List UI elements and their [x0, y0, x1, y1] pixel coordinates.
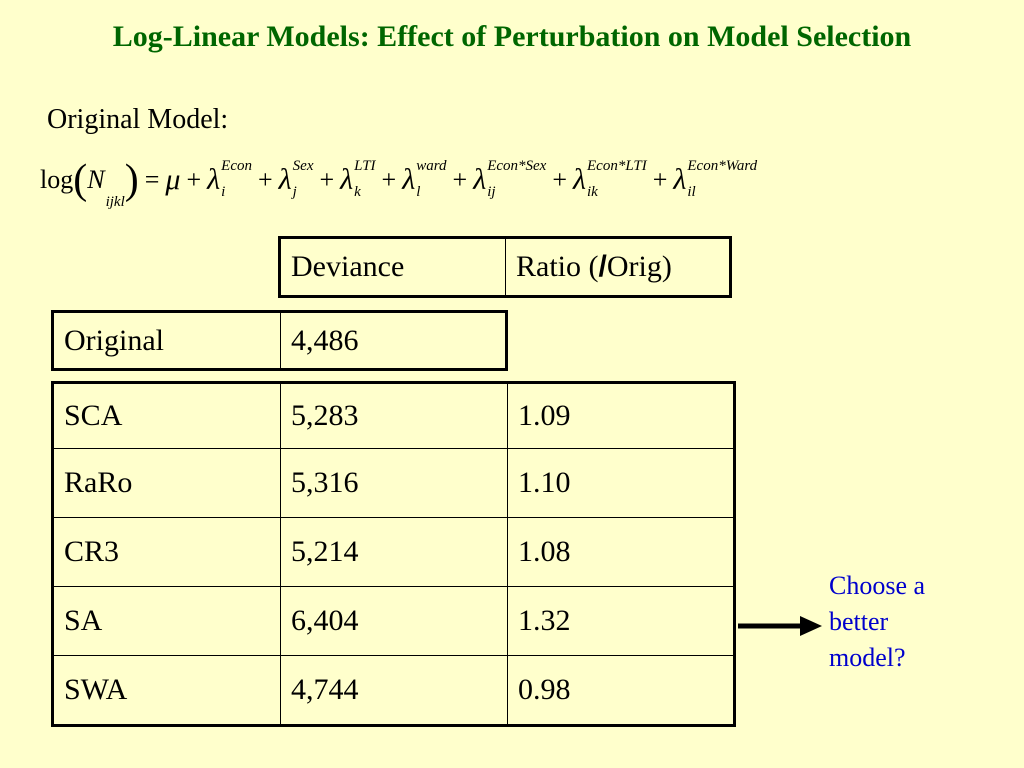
perturbation-results-table: SCA 5,283 1.09 RaRo 5,316 1.10 CR3 5,214…: [51, 381, 736, 727]
plus-sign: +: [319, 165, 335, 194]
lambda-term: λ Econ i: [207, 158, 252, 201]
ratio-cell: 0.98: [507, 655, 735, 726]
term-subscript: j: [292, 184, 297, 200]
original-row: Original 4,486: [52, 311, 507, 370]
deviance-cell: 5,283: [280, 382, 508, 449]
lambda-term: λ LTI k: [340, 158, 375, 201]
log-linear-equation: log ( N ijkl ) = μ + λ Econ i + λ Sex j + …: [40, 145, 757, 215]
deviance-cell: 4,744: [280, 655, 508, 726]
table-row: SWA 4,744 0.98: [52, 655, 735, 726]
original-table: Original 4,486: [51, 310, 508, 371]
slide-title: Log-Linear Models: Effect of Perturbatio…: [112, 20, 912, 53]
table-row: CR3 5,214 1.08: [52, 517, 735, 587]
ratio-cell: 1.32: [507, 586, 735, 656]
term-superscript: Econ: [221, 157, 252, 174]
lambda-symbol: λ: [673, 163, 687, 196]
lambda-symbol: λ: [340, 163, 354, 196]
n-symbol: N: [87, 165, 105, 194]
model-cell: SCA: [52, 382, 281, 449]
table-row: SA 6,404 1.32: [52, 586, 735, 656]
note-line: Choose a: [829, 571, 926, 600]
ratio-header: Ratio (/Orig): [505, 237, 731, 297]
plus-sign: +: [452, 165, 468, 194]
model-cell: CR3: [52, 517, 281, 587]
callout-note: Choose a better model?: [829, 568, 999, 676]
original-model-label: Original Model:: [47, 104, 229, 135]
mu-symbol: μ: [165, 163, 181, 196]
term-subscript: l: [416, 184, 421, 200]
arrow-right-icon: [738, 616, 822, 636]
lambda-symbol: λ: [207, 163, 221, 196]
deviance-header: Deviance: [279, 237, 506, 297]
equals-sign: =: [144, 165, 160, 194]
lambda-symbol: λ: [278, 163, 292, 196]
plus-sign: +: [257, 165, 273, 194]
ratio-cell: 1.10: [507, 448, 735, 518]
deviance-cell: 5,214: [280, 517, 508, 587]
note-line: model?: [829, 643, 906, 672]
lambda-term: λ Econ*Ward il: [673, 158, 757, 201]
original-deviance: 4,486: [280, 311, 507, 370]
right-paren: ): [124, 157, 139, 203]
ratio-cell: 1.09: [507, 382, 735, 449]
term-superscript: ward: [416, 157, 447, 174]
ratio-header-suffix: Orig): [606, 250, 672, 283]
model-cell: SWA: [52, 655, 281, 726]
term-subscript: ik: [587, 184, 598, 200]
model-cell: RaRo: [52, 448, 281, 518]
lambda-term: λ Econ*LTI ik: [573, 158, 647, 201]
plus-sign: +: [552, 165, 567, 194]
log-function: log: [40, 165, 74, 194]
table-row: SCA 5,283 1.09: [52, 382, 735, 449]
ratio-header-slash: /: [598, 250, 607, 283]
plus-sign: +: [186, 165, 202, 194]
column-header-table: Deviance Ratio (/Orig): [278, 236, 732, 298]
term-superscript: Sex: [292, 157, 314, 174]
term-superscript: Econ*Sex: [487, 157, 547, 174]
lambda-term: λ Econ*Sex ij: [473, 158, 546, 201]
model-cell: SA: [52, 586, 281, 656]
n-subscript: ijkl: [105, 194, 125, 210]
lambda-symbol: λ: [573, 163, 586, 196]
left-paren: (: [73, 157, 88, 203]
term-subscript: i: [221, 184, 226, 200]
term-superscript: Econ*LTI: [587, 157, 647, 174]
plus-sign: +: [652, 165, 668, 194]
term-superscript: Econ*Ward: [687, 157, 758, 174]
lambda-term: λ ward l: [402, 158, 446, 201]
ratio-header-prefix: Ratio (: [516, 250, 599, 283]
note-line: better: [829, 607, 889, 636]
lambda-symbol: λ: [473, 163, 487, 196]
header-row: Deviance Ratio (/Orig): [279, 237, 731, 297]
lambda-term: λ Sex j: [278, 158, 314, 201]
term-superscript: LTI: [354, 157, 376, 174]
term-subscript: il: [687, 184, 696, 200]
lambda-symbol: λ: [402, 163, 416, 196]
table-row: RaRo 5,316 1.10: [52, 448, 735, 518]
deviance-cell: 5,316: [280, 448, 508, 518]
term-subscript: k: [354, 184, 361, 200]
term-subscript: ij: [487, 184, 496, 200]
original-label: Original: [52, 311, 281, 370]
deviance-cell: 6,404: [280, 586, 508, 656]
plus-sign: +: [381, 165, 397, 194]
ratio-cell: 1.08: [507, 517, 735, 587]
